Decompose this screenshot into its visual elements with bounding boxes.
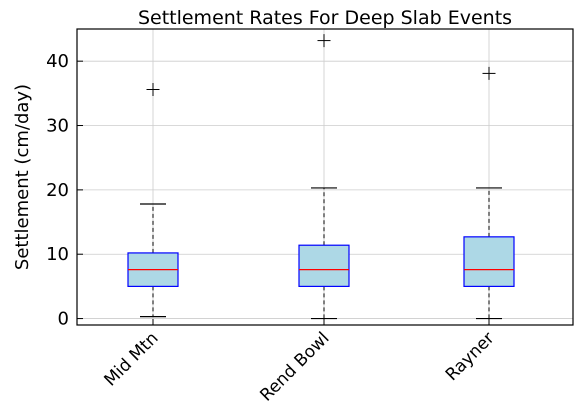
y-tick-label: 20 [46, 180, 69, 201]
x-tick-label: Mid Mtn [101, 328, 163, 390]
y-tick-label: 0 [58, 309, 69, 330]
outlier-point [482, 66, 496, 80]
box-mid-mtn [127, 82, 179, 318]
y-tick-label: 30 [46, 116, 69, 137]
outlier-point [317, 34, 331, 48]
y-tick-label: 40 [46, 51, 69, 72]
y-axis-label: Settlement (cm/day) [12, 84, 33, 270]
interquartile-box [463, 236, 515, 287]
outlier-point [146, 82, 160, 96]
x-tick-label: Rend Bowl [256, 328, 333, 405]
box-rend-bowl [298, 34, 350, 320]
x-tick-label: Rayner [442, 328, 499, 385]
chart-title: Settlement Rates For Deep Slab Events [138, 7, 512, 29]
boxes [127, 34, 515, 320]
interquartile-box [298, 244, 350, 287]
axis-ticks: 0 10 20 30 40 Mid Mtn Rend Bowl Rayner [46, 51, 498, 405]
box-rayner [463, 66, 515, 320]
plot-area-frame [76, 28, 574, 326]
y-tick-label: 10 [46, 244, 69, 265]
